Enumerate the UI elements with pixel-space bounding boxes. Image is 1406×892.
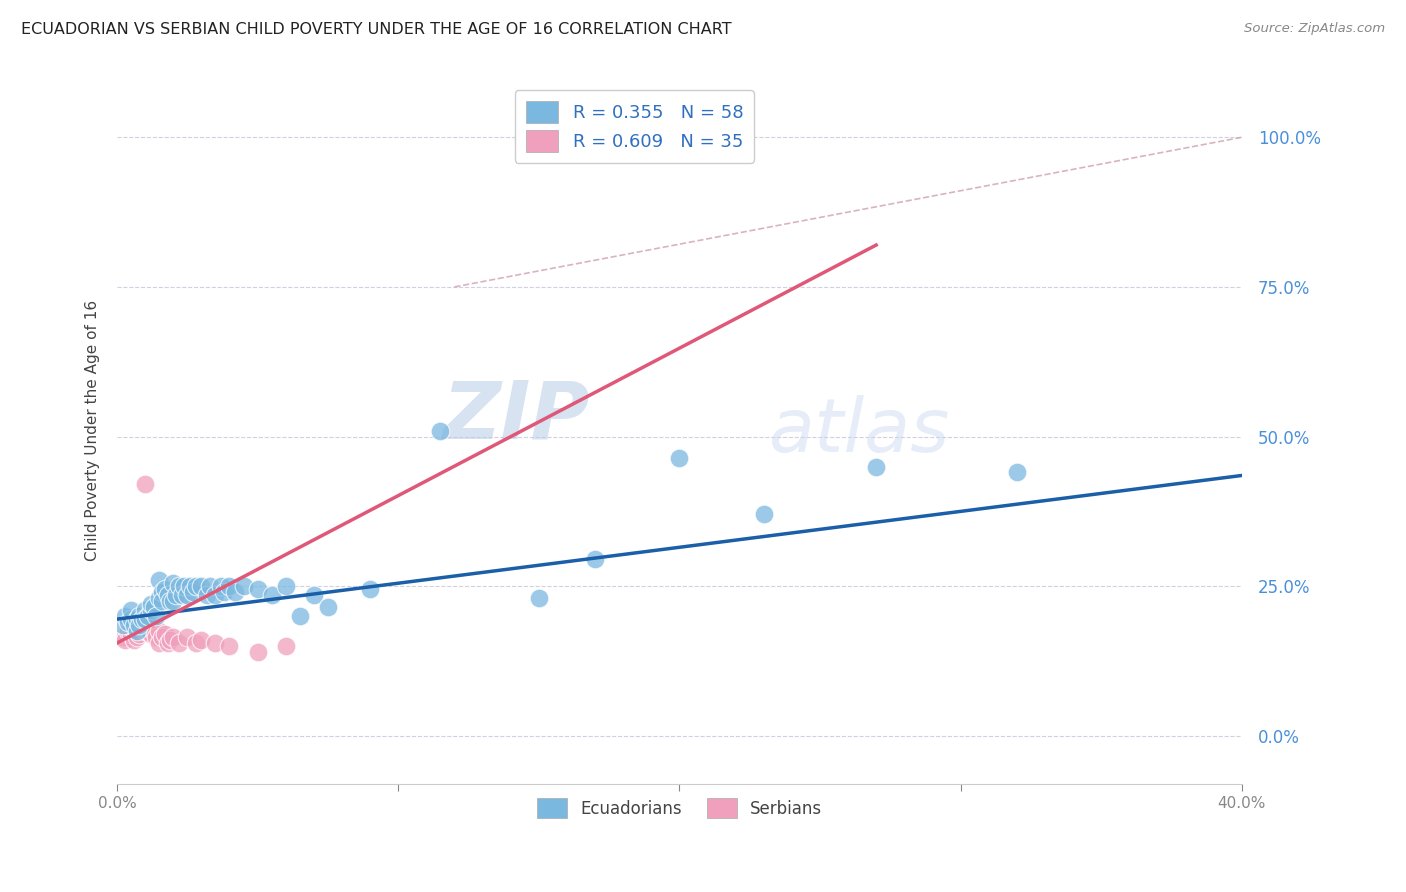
Point xyxy=(148,573,170,587)
Point xyxy=(218,639,240,653)
Point xyxy=(125,630,148,644)
Point xyxy=(120,612,142,626)
Point xyxy=(148,624,170,639)
Point xyxy=(173,579,195,593)
Point xyxy=(150,585,173,599)
Point xyxy=(204,636,226,650)
Point xyxy=(190,633,212,648)
Point xyxy=(114,633,136,648)
Point xyxy=(429,424,451,438)
Point xyxy=(117,624,139,639)
Point xyxy=(274,579,297,593)
Point xyxy=(198,579,221,593)
Point xyxy=(136,624,159,639)
Point xyxy=(150,630,173,644)
Point xyxy=(212,585,235,599)
Point xyxy=(120,603,142,617)
Point xyxy=(195,588,218,602)
Point xyxy=(246,645,269,659)
Text: atlas: atlas xyxy=(769,394,950,467)
Point xyxy=(128,618,150,632)
Point xyxy=(162,576,184,591)
Point xyxy=(139,603,162,617)
Point xyxy=(170,588,193,602)
Point xyxy=(111,630,134,644)
Point xyxy=(128,627,150,641)
Point xyxy=(246,582,269,597)
Point xyxy=(122,618,145,632)
Point xyxy=(142,624,165,639)
Point xyxy=(139,597,162,611)
Point xyxy=(1005,466,1028,480)
Point xyxy=(156,636,179,650)
Point xyxy=(159,633,181,648)
Point xyxy=(752,508,775,522)
Point xyxy=(128,618,150,632)
Point xyxy=(176,588,198,602)
Point xyxy=(527,591,550,606)
Point xyxy=(139,621,162,635)
Point xyxy=(288,609,311,624)
Point xyxy=(224,585,246,599)
Point xyxy=(145,609,167,624)
Point xyxy=(139,627,162,641)
Point xyxy=(153,582,176,597)
Point xyxy=(181,585,204,599)
Point xyxy=(184,579,207,593)
Point xyxy=(131,621,153,635)
Point xyxy=(167,579,190,593)
Point xyxy=(111,618,134,632)
Point xyxy=(125,612,148,626)
Point xyxy=(148,591,170,606)
Point xyxy=(136,609,159,624)
Point xyxy=(274,639,297,653)
Text: ECUADORIAN VS SERBIAN CHILD POVERTY UNDER THE AGE OF 16 CORRELATION CHART: ECUADORIAN VS SERBIAN CHILD POVERTY UNDE… xyxy=(21,22,731,37)
Point xyxy=(162,594,184,608)
Point xyxy=(134,612,156,626)
Point xyxy=(156,588,179,602)
Point xyxy=(117,615,139,629)
Point xyxy=(131,612,153,626)
Point xyxy=(204,588,226,602)
Point xyxy=(122,633,145,648)
Point xyxy=(190,579,212,593)
Point xyxy=(134,624,156,639)
Point xyxy=(232,579,254,593)
Point xyxy=(148,636,170,650)
Y-axis label: Child Poverty Under the Age of 16: Child Poverty Under the Age of 16 xyxy=(86,300,100,561)
Point xyxy=(153,627,176,641)
Point xyxy=(302,588,325,602)
Point xyxy=(179,579,201,593)
Point xyxy=(134,603,156,617)
Point xyxy=(150,594,173,608)
Point xyxy=(209,579,232,593)
Point xyxy=(668,450,690,465)
Point xyxy=(359,582,381,597)
Text: Source: ZipAtlas.com: Source: ZipAtlas.com xyxy=(1244,22,1385,36)
Point xyxy=(316,600,339,615)
Point xyxy=(165,588,187,602)
Point xyxy=(134,477,156,491)
Point xyxy=(865,459,887,474)
Point xyxy=(128,609,150,624)
Point xyxy=(184,636,207,650)
Point xyxy=(142,600,165,615)
Point xyxy=(120,627,142,641)
Point xyxy=(218,579,240,593)
Point xyxy=(668,130,690,145)
Point xyxy=(145,630,167,644)
Point xyxy=(114,609,136,624)
Point xyxy=(162,630,184,644)
Point xyxy=(583,552,606,566)
Point xyxy=(159,594,181,608)
Point xyxy=(260,588,283,602)
Point xyxy=(125,624,148,639)
Text: ZIP: ZIP xyxy=(441,377,589,456)
Point xyxy=(125,624,148,639)
Point xyxy=(131,612,153,626)
Legend: Ecuadorians, Serbians: Ecuadorians, Serbians xyxy=(530,791,828,825)
Point xyxy=(122,624,145,639)
Point xyxy=(167,636,190,650)
Point xyxy=(176,630,198,644)
